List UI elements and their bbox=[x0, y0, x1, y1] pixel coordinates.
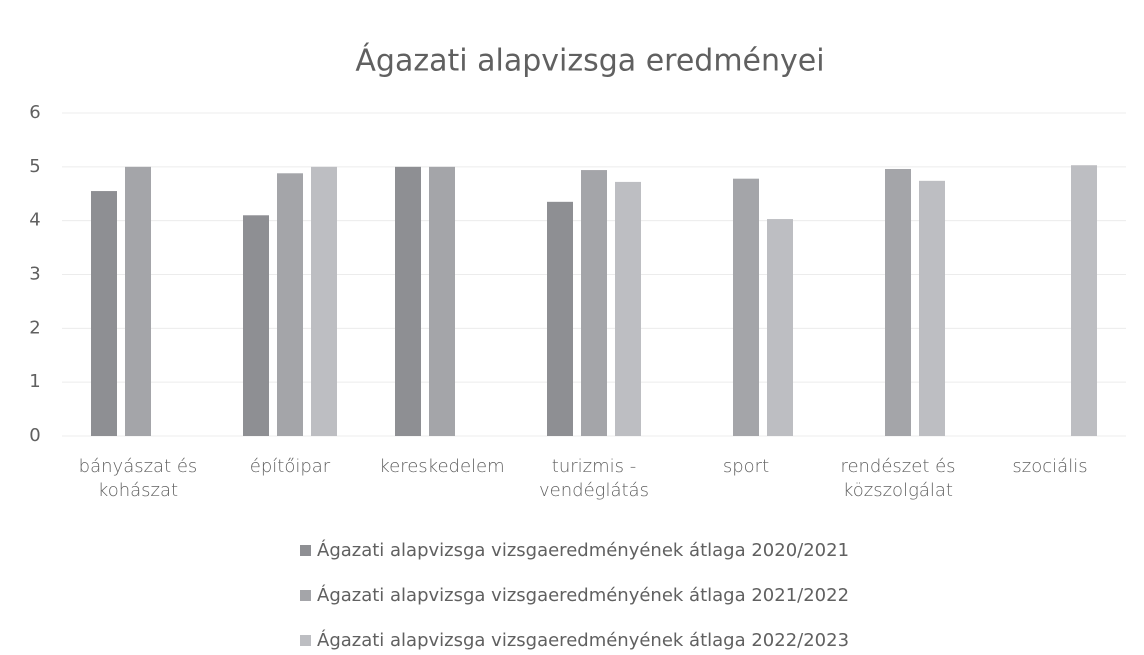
x-tick-label: építőipar bbox=[249, 456, 331, 477]
x-tick-label: szociális bbox=[1012, 456, 1088, 477]
y-tick-label: 0 bbox=[29, 425, 40, 446]
legend-entry: Ágazati alapvizsga vizsgaeredményének át… bbox=[300, 585, 849, 606]
bar bbox=[767, 219, 793, 436]
legend-label: Ágazati alapvizsga vizsgaeredményének át… bbox=[317, 585, 850, 606]
bar bbox=[91, 191, 117, 436]
bar bbox=[395, 166, 421, 437]
bar bbox=[615, 181, 641, 436]
bar bbox=[125, 166, 151, 437]
bar bbox=[277, 173, 303, 436]
y-tick-label: 4 bbox=[29, 210, 40, 231]
legend-label: Ágazati alapvizsga vizsgaeredményének át… bbox=[317, 630, 850, 651]
y-tick-label: 3 bbox=[29, 264, 40, 285]
bar bbox=[547, 201, 573, 436]
x-tick-label: kereskedelem bbox=[379, 456, 505, 477]
y-tick-label: 1 bbox=[29, 371, 40, 392]
bar bbox=[885, 168, 911, 436]
y-tick-label: 5 bbox=[29, 156, 40, 177]
bar bbox=[429, 166, 455, 437]
y-tick-label: 2 bbox=[29, 317, 40, 338]
legend-swatch bbox=[300, 545, 311, 556]
x-tick-label: rendészet és közszolgálat bbox=[840, 456, 956, 501]
legend-swatch bbox=[300, 590, 311, 601]
legend-swatch bbox=[300, 635, 311, 646]
x-tick-label: bányászat és kohászat bbox=[78, 456, 198, 501]
bar bbox=[1071, 165, 1097, 437]
x-tick-label: sport bbox=[722, 456, 770, 477]
bar bbox=[311, 166, 337, 437]
chart-title: Ágazati alapvizsga eredményei bbox=[355, 43, 824, 79]
bar bbox=[581, 170, 607, 436]
legend-label: Ágazati alapvizsga vizsgaeredményének át… bbox=[317, 540, 850, 561]
y-tick-label: 6 bbox=[29, 102, 40, 123]
bar bbox=[243, 215, 269, 436]
legend-entry: Ágazati alapvizsga vizsgaeredményének át… bbox=[300, 540, 849, 561]
bar bbox=[919, 180, 945, 436]
legend-entry: Ágazati alapvizsga vizsgaeredményének át… bbox=[300, 630, 849, 651]
x-tick-label: turizmis - vendéglátás bbox=[539, 456, 649, 501]
bar bbox=[733, 178, 759, 436]
